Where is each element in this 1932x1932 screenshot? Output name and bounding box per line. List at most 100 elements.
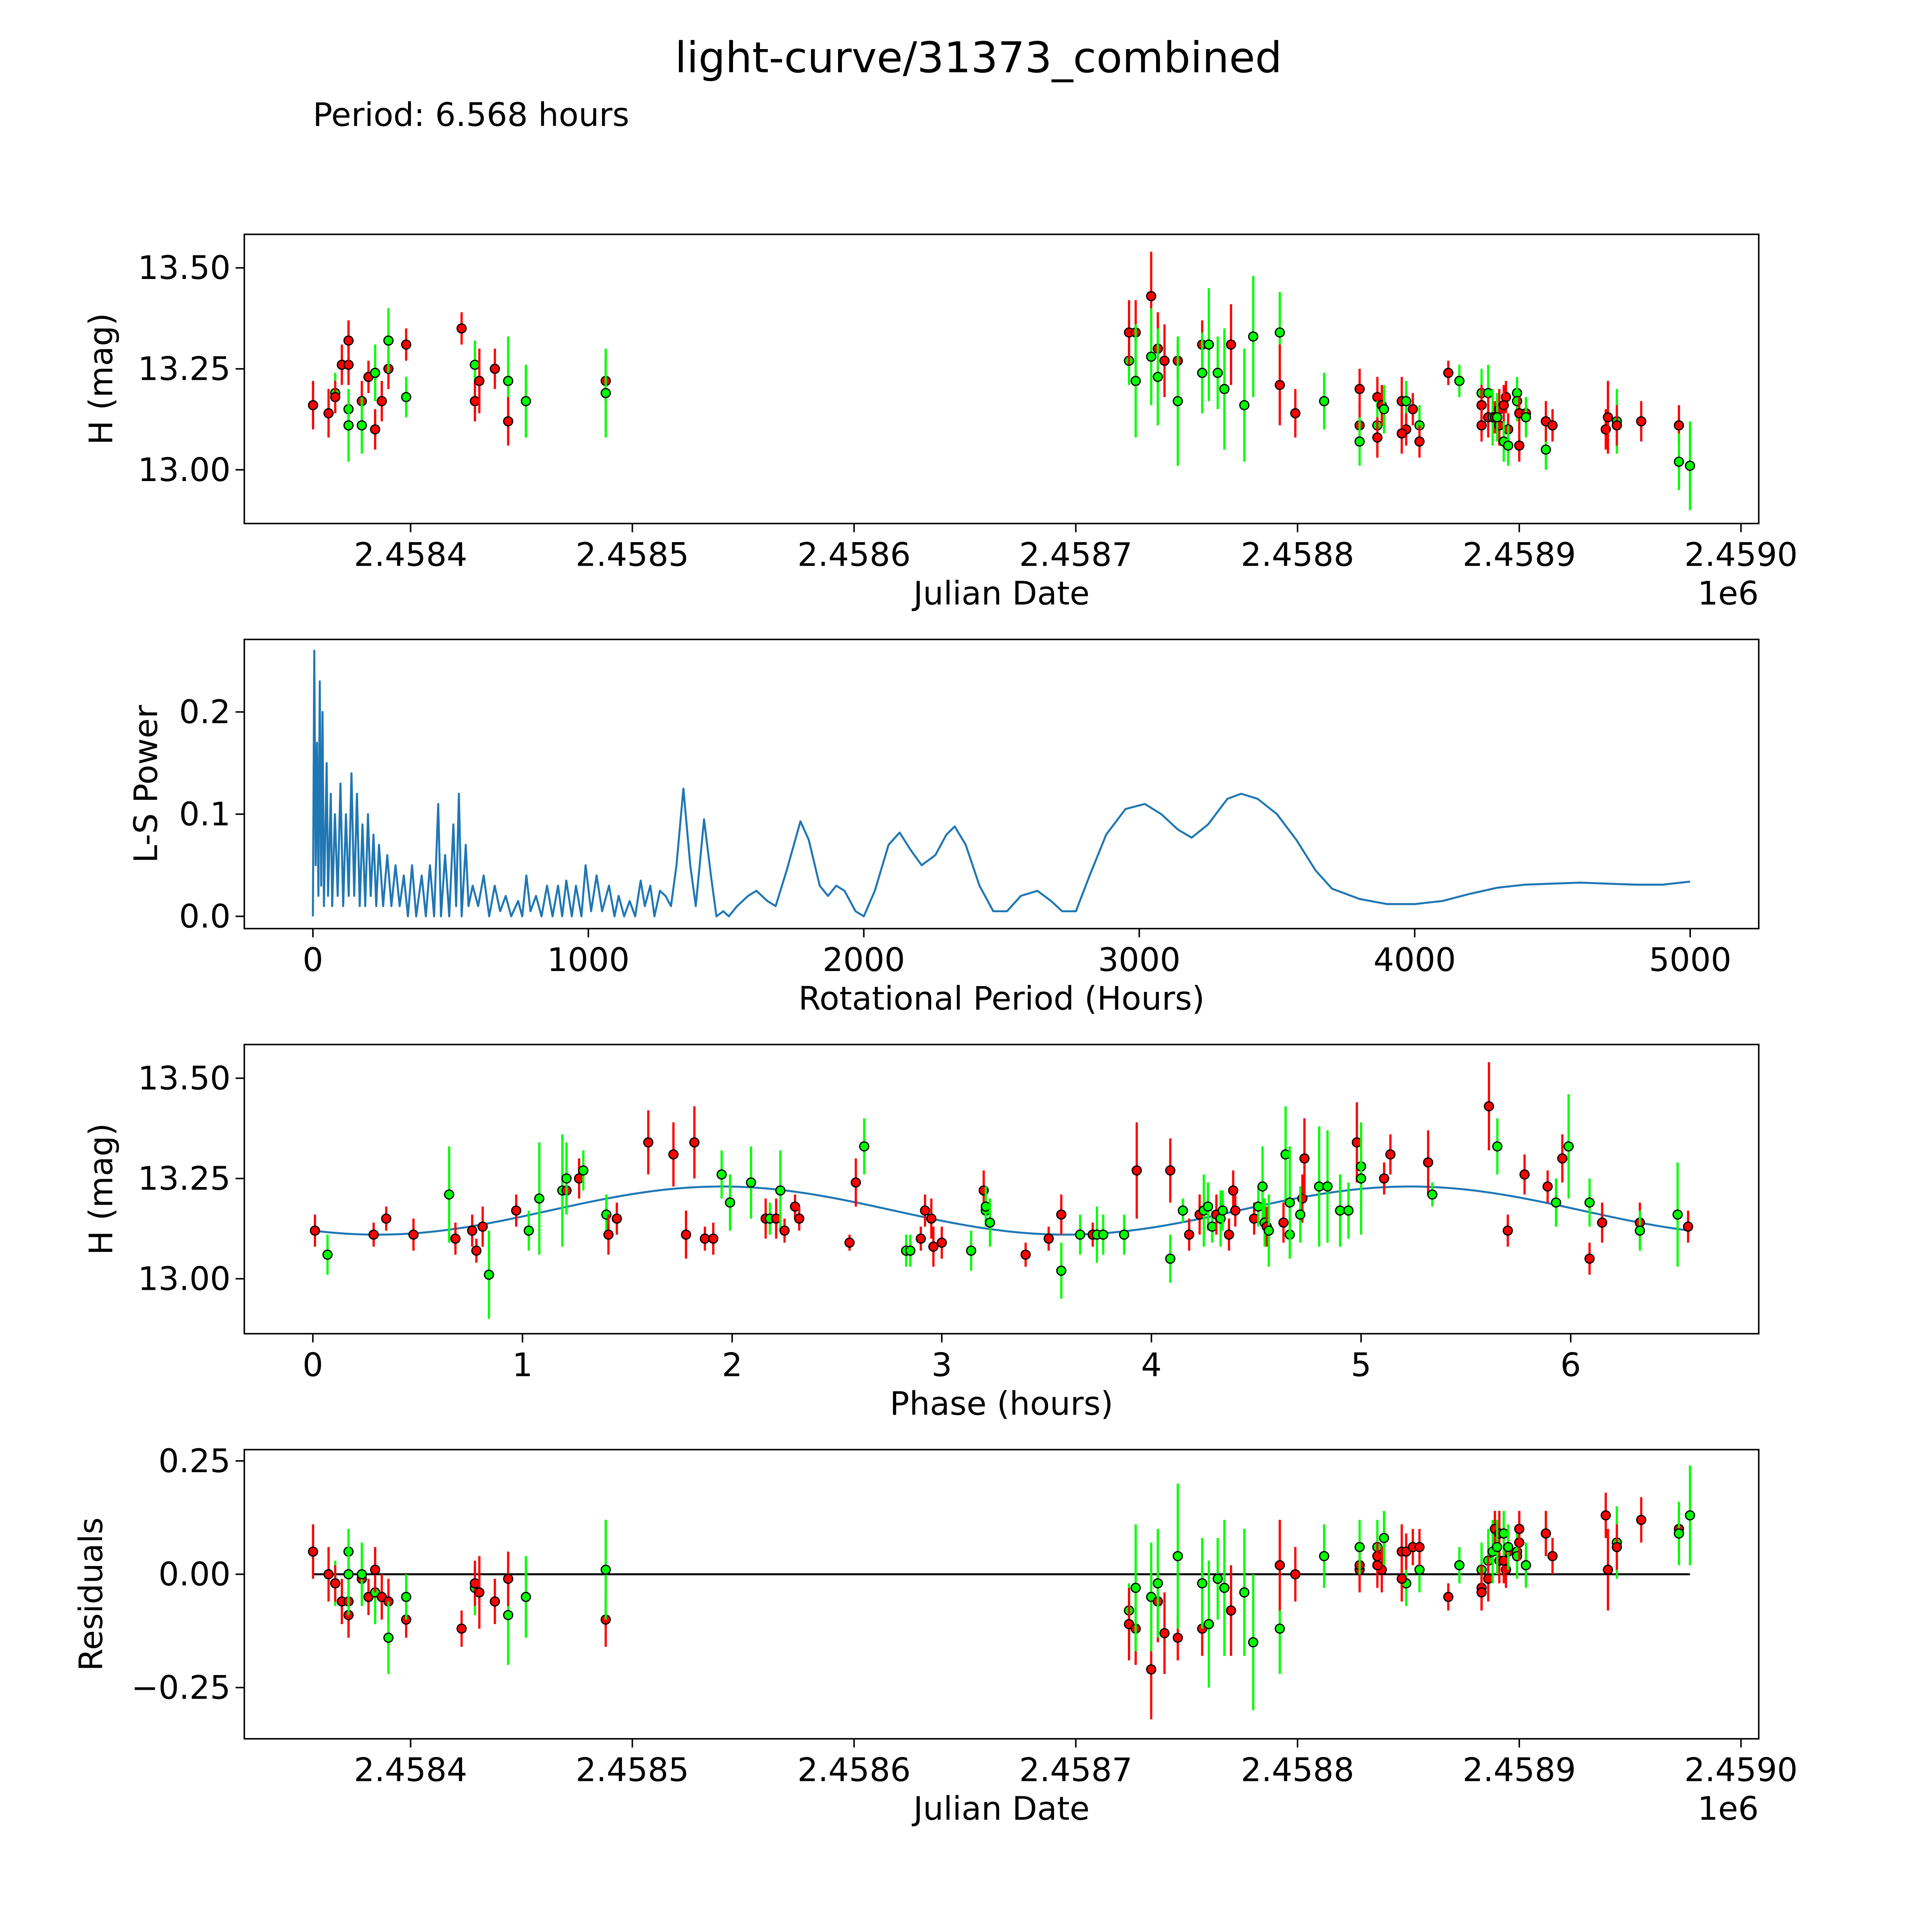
data-point-red <box>474 376 485 386</box>
data-point-red <box>1557 1153 1568 1164</box>
x-tick-label: 2.4587 <box>1019 1751 1132 1789</box>
x-tick-label: 5 <box>1351 1346 1371 1384</box>
data-point-red <box>1476 420 1487 431</box>
data-point-red <box>1184 1230 1194 1240</box>
data-point-green <box>1248 331 1259 342</box>
data-point-red <box>1146 291 1156 301</box>
data-point-green <box>401 1592 412 1602</box>
x-tick-label: 4000 <box>1374 941 1456 979</box>
data-point-green <box>1584 1197 1595 1208</box>
data-point-red <box>708 1233 719 1244</box>
data-point-green <box>1130 1583 1141 1593</box>
data-point-green <box>343 420 354 431</box>
data-point-green <box>1178 1205 1188 1216</box>
data-point-green <box>1274 327 1285 338</box>
y-tick-label: 13.25 <box>138 350 231 388</box>
data-point-red <box>1146 1664 1156 1675</box>
data-point-red <box>401 339 412 350</box>
x-tick-label: 3000 <box>1098 941 1180 979</box>
data-point-red <box>1385 1149 1396 1160</box>
data-point-green <box>966 1245 976 1256</box>
data-point-green <box>520 1592 531 1602</box>
data-point-red <box>1603 412 1613 423</box>
data-point-red <box>474 1587 485 1598</box>
data-point-red <box>310 1225 320 1236</box>
data-point-red <box>1414 436 1425 447</box>
data-point-green <box>1119 1230 1129 1240</box>
x-tick-label: 2.4585 <box>576 536 689 574</box>
data-point-red <box>450 1233 461 1244</box>
data-point-red <box>1443 1592 1454 1602</box>
data-point-red <box>612 1213 622 1224</box>
x-tick-label: 2 <box>722 1346 742 1384</box>
data-point-green <box>1204 339 1214 350</box>
data-point-green <box>1401 396 1412 406</box>
data-point-green <box>1563 1141 1574 1152</box>
data-point-green <box>1354 436 1365 447</box>
data-point-red <box>1159 355 1170 366</box>
x-axis-label: Phase (hours) <box>890 1384 1113 1422</box>
data-point-red <box>1230 1205 1241 1216</box>
data-point-green <box>1098 1230 1109 1240</box>
data-point-red <box>330 1578 340 1588</box>
data-point-red <box>1396 1573 1407 1584</box>
data-point-red <box>603 1230 614 1240</box>
data-point-green <box>746 1177 756 1188</box>
data-point-red <box>1379 1173 1389 1184</box>
data-point-red <box>511 1205 522 1216</box>
data-point-green <box>1503 1542 1514 1553</box>
data-point-red <box>343 359 354 370</box>
data-point-green <box>1414 1565 1425 1575</box>
data-point-red <box>1514 1524 1525 1534</box>
x-tick-label: 2.4586 <box>798 536 911 574</box>
y-tick-label: 13.00 <box>138 451 231 489</box>
data-point-red <box>503 1573 514 1584</box>
data-point-red <box>343 335 354 346</box>
data-point-red <box>1476 1587 1487 1598</box>
data-point-red <box>1543 1181 1553 1192</box>
data-point-green <box>1634 1225 1645 1236</box>
data-point-green <box>1203 1201 1213 1212</box>
x-tick-label: 2.4585 <box>576 1751 689 1789</box>
data-point-green <box>503 1610 514 1620</box>
data-point-green <box>1503 440 1514 451</box>
data-point-red <box>926 1213 937 1224</box>
data-point-green <box>1335 1205 1345 1216</box>
x-tick-label: 2.4587 <box>1019 536 1132 574</box>
data-point-green <box>1197 367 1208 378</box>
data-point-red <box>1299 1153 1310 1164</box>
data-point-red <box>1396 428 1407 439</box>
data-point-green <box>1239 400 1250 410</box>
y-axis-label: Residuals <box>72 1517 110 1671</box>
data-point-red <box>1612 420 1622 431</box>
data-point-green <box>1314 1181 1325 1192</box>
model-fit-curve <box>313 1185 1690 1236</box>
periodogram-line <box>312 650 1690 918</box>
data-point-red <box>937 1237 947 1248</box>
axes-frame <box>243 1044 1760 1335</box>
y-tick-label: 13.50 <box>138 249 231 287</box>
data-point-green <box>1130 376 1141 386</box>
data-point-red <box>1547 420 1558 431</box>
data-point-red <box>1476 400 1487 410</box>
data-point-green <box>1541 444 1551 455</box>
data-point-red <box>1274 380 1285 390</box>
data-point-red <box>1278 1217 1289 1228</box>
figure-title: light-curve/31373_combined <box>675 33 1282 82</box>
data-point-red <box>850 1177 861 1188</box>
data-point-red <box>1226 339 1236 350</box>
data-point-green <box>1248 1637 1259 1648</box>
data-point-green <box>1685 461 1695 471</box>
x-tick-label: 2.4588 <box>1241 536 1354 574</box>
x-tick-label: 0 <box>303 1346 323 1384</box>
data-point-red <box>1600 1510 1611 1520</box>
data-point-green <box>322 1249 333 1260</box>
x-tick-label: 4 <box>1141 1346 1162 1384</box>
x-offset-label: 1e6 <box>1697 1790 1759 1828</box>
x-tick-label: 2.4589 <box>1463 536 1576 574</box>
data-point-red <box>1165 1165 1175 1176</box>
x-tick-label: 2.4590 <box>1684 1751 1798 1789</box>
axes-frame <box>243 638 1760 930</box>
periodogram-panel: 0 1000 2000 3000 4000 5000 0.0 0.1 0.2 Rotational… <box>127 638 1760 1017</box>
